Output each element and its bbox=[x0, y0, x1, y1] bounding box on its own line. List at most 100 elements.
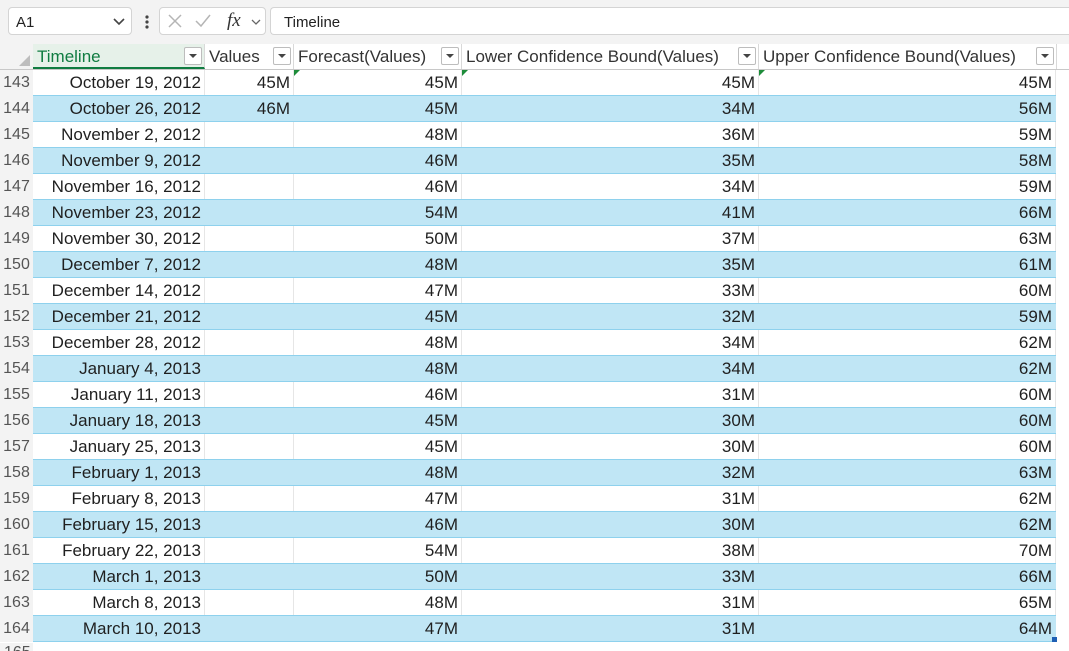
cell-values[interactable] bbox=[205, 226, 294, 251]
cell-upper-bound[interactable]: 59M bbox=[759, 122, 1056, 147]
cell-forecast[interactable]: 48M bbox=[294, 330, 462, 355]
cell-upper-bound[interactable]: 61M bbox=[759, 252, 1056, 277]
cell-timeline[interactable]: February 8, 2013 bbox=[33, 486, 205, 511]
cell-upper-bound[interactable]: 64M bbox=[759, 616, 1056, 641]
row-number[interactable]: 148 bbox=[0, 200, 33, 226]
enter-check-icon[interactable] bbox=[194, 13, 212, 29]
cell-timeline[interactable]: December 7, 2012 bbox=[33, 252, 205, 277]
more-options-icon[interactable] bbox=[139, 10, 155, 34]
cell-forecast[interactable]: 48M bbox=[294, 460, 462, 485]
cell-values[interactable]: 46M bbox=[205, 96, 294, 121]
chevron-down-icon[interactable] bbox=[250, 16, 262, 28]
cell-lower-bound[interactable]: 30M bbox=[462, 434, 759, 459]
cell-timeline[interactable]: December 14, 2012 bbox=[33, 278, 205, 303]
cell-values[interactable] bbox=[205, 538, 294, 563]
cell-forecast[interactable]: 48M bbox=[294, 122, 462, 147]
cell-lower-bound[interactable]: 36M bbox=[462, 122, 759, 147]
cell-values[interactable] bbox=[205, 122, 294, 147]
row-number[interactable]: 143 bbox=[0, 70, 33, 96]
cell-timeline[interactable]: March 1, 2013 bbox=[33, 564, 205, 589]
row-number[interactable]: 152 bbox=[0, 304, 33, 330]
cell-lower-bound[interactable]: 34M bbox=[462, 356, 759, 381]
cell-timeline[interactable]: November 9, 2012 bbox=[33, 148, 205, 173]
cell-values[interactable] bbox=[205, 434, 294, 459]
cell-lower-bound[interactable]: 31M bbox=[462, 616, 759, 641]
cell-timeline[interactable]: November 30, 2012 bbox=[33, 226, 205, 251]
cell-timeline[interactable]: February 22, 2013 bbox=[33, 538, 205, 563]
header-values[interactable]: Values bbox=[205, 44, 294, 69]
cell-values[interactable] bbox=[205, 278, 294, 303]
cell-lower-bound[interactable]: 35M bbox=[462, 148, 759, 173]
row-number[interactable]: 153 bbox=[0, 330, 33, 356]
cell-upper-bound[interactable]: 56M bbox=[759, 96, 1056, 121]
cell-lower-bound[interactable]: 31M bbox=[462, 590, 759, 615]
cell-upper-bound[interactable]: 70M bbox=[759, 538, 1056, 563]
cell-forecast[interactable]: 46M bbox=[294, 148, 462, 173]
cell-timeline[interactable]: November 23, 2012 bbox=[33, 200, 205, 225]
cell-lower-bound[interactable]: 33M bbox=[462, 278, 759, 303]
cell-lower-bound[interactable]: 37M bbox=[462, 226, 759, 251]
header-lower-bound[interactable]: Lower Confidence Bound(Values) bbox=[462, 44, 759, 69]
cancel-icon[interactable] bbox=[167, 13, 183, 29]
cell-forecast[interactable]: 47M bbox=[294, 486, 462, 511]
table-resize-handle[interactable] bbox=[1052, 637, 1057, 642]
cell-lower-bound[interactable]: 32M bbox=[462, 304, 759, 329]
cell-values[interactable]: 45M bbox=[205, 70, 294, 95]
cell-upper-bound[interactable]: 60M bbox=[759, 278, 1056, 303]
cell-lower-bound[interactable]: 30M bbox=[462, 408, 759, 433]
cell-values[interactable] bbox=[205, 590, 294, 615]
cell-upper-bound[interactable]: 63M bbox=[759, 460, 1056, 485]
cell-forecast[interactable]: 45M bbox=[294, 304, 462, 329]
cell-upper-bound[interactable]: 59M bbox=[759, 304, 1056, 329]
cell-timeline[interactable]: January 11, 2013 bbox=[33, 382, 205, 407]
cell-values[interactable] bbox=[205, 460, 294, 485]
cell-values[interactable] bbox=[205, 330, 294, 355]
cell-forecast[interactable]: 48M bbox=[294, 356, 462, 381]
cell-timeline[interactable]: January 25, 2013 bbox=[33, 434, 205, 459]
row-number[interactable]: 156 bbox=[0, 408, 33, 434]
header-upper-bound[interactable]: Upper Confidence Bound(Values) bbox=[759, 44, 1057, 69]
row-number[interactable]: 161 bbox=[0, 538, 33, 564]
filter-dropdown-icon[interactable] bbox=[184, 47, 202, 65]
cell-upper-bound[interactable]: 66M bbox=[759, 564, 1056, 589]
row-number[interactable]: 155 bbox=[0, 382, 33, 408]
cell-forecast[interactable]: 50M bbox=[294, 564, 462, 589]
cell-forecast[interactable]: 47M bbox=[294, 278, 462, 303]
select-all-corner[interactable] bbox=[0, 44, 33, 69]
row-number[interactable]: 146 bbox=[0, 148, 33, 174]
cell-timeline[interactable]: December 28, 2012 bbox=[33, 330, 205, 355]
error-indicator-icon[interactable] bbox=[294, 70, 300, 76]
cell-lower-bound[interactable]: 35M bbox=[462, 252, 759, 277]
cell-lower-bound[interactable]: 38M bbox=[462, 538, 759, 563]
row-number[interactable]: 149 bbox=[0, 226, 33, 252]
cell-timeline[interactable]: March 10, 2013 bbox=[33, 616, 205, 641]
cell-lower-bound[interactable]: 41M bbox=[462, 200, 759, 225]
cell-lower-bound[interactable]: 33M bbox=[462, 564, 759, 589]
cell-timeline[interactable]: October 19, 2012 bbox=[33, 70, 205, 95]
cell-upper-bound[interactable]: 66M bbox=[759, 200, 1056, 225]
cell-timeline[interactable]: January 18, 2013 bbox=[33, 408, 205, 433]
name-box[interactable]: A1 bbox=[8, 7, 132, 35]
filter-dropdown-icon[interactable] bbox=[273, 47, 291, 65]
formula-input[interactable]: Timeline bbox=[270, 7, 1069, 35]
cell-timeline[interactable]: November 2, 2012 bbox=[33, 122, 205, 147]
cell-lower-bound[interactable]: 30M bbox=[462, 512, 759, 537]
row-number[interactable]: 163 bbox=[0, 590, 33, 616]
cell-upper-bound[interactable]: 62M bbox=[759, 512, 1056, 537]
cell-upper-bound[interactable]: 59M bbox=[759, 174, 1056, 199]
cell-upper-bound[interactable]: 60M bbox=[759, 382, 1056, 407]
cell-forecast[interactable]: 54M bbox=[294, 200, 462, 225]
cell-forecast[interactable]: 46M bbox=[294, 382, 462, 407]
cell-values[interactable] bbox=[205, 616, 294, 641]
row-number[interactable]: 160 bbox=[0, 512, 33, 538]
cell-timeline[interactable]: February 15, 2013 bbox=[33, 512, 205, 537]
cell-upper-bound[interactable]: 45M bbox=[759, 70, 1056, 95]
cell-upper-bound[interactable]: 62M bbox=[759, 330, 1056, 355]
cell-forecast[interactable]: 48M bbox=[294, 590, 462, 615]
cell-lower-bound[interactable]: 45M bbox=[462, 70, 759, 95]
row-number[interactable]: 164 bbox=[0, 616, 33, 642]
error-indicator-icon[interactable] bbox=[759, 70, 765, 76]
row-number[interactable]: 154 bbox=[0, 356, 33, 382]
cell-timeline[interactable]: March 8, 2013 bbox=[33, 590, 205, 615]
row-number[interactable]: 159 bbox=[0, 486, 33, 512]
